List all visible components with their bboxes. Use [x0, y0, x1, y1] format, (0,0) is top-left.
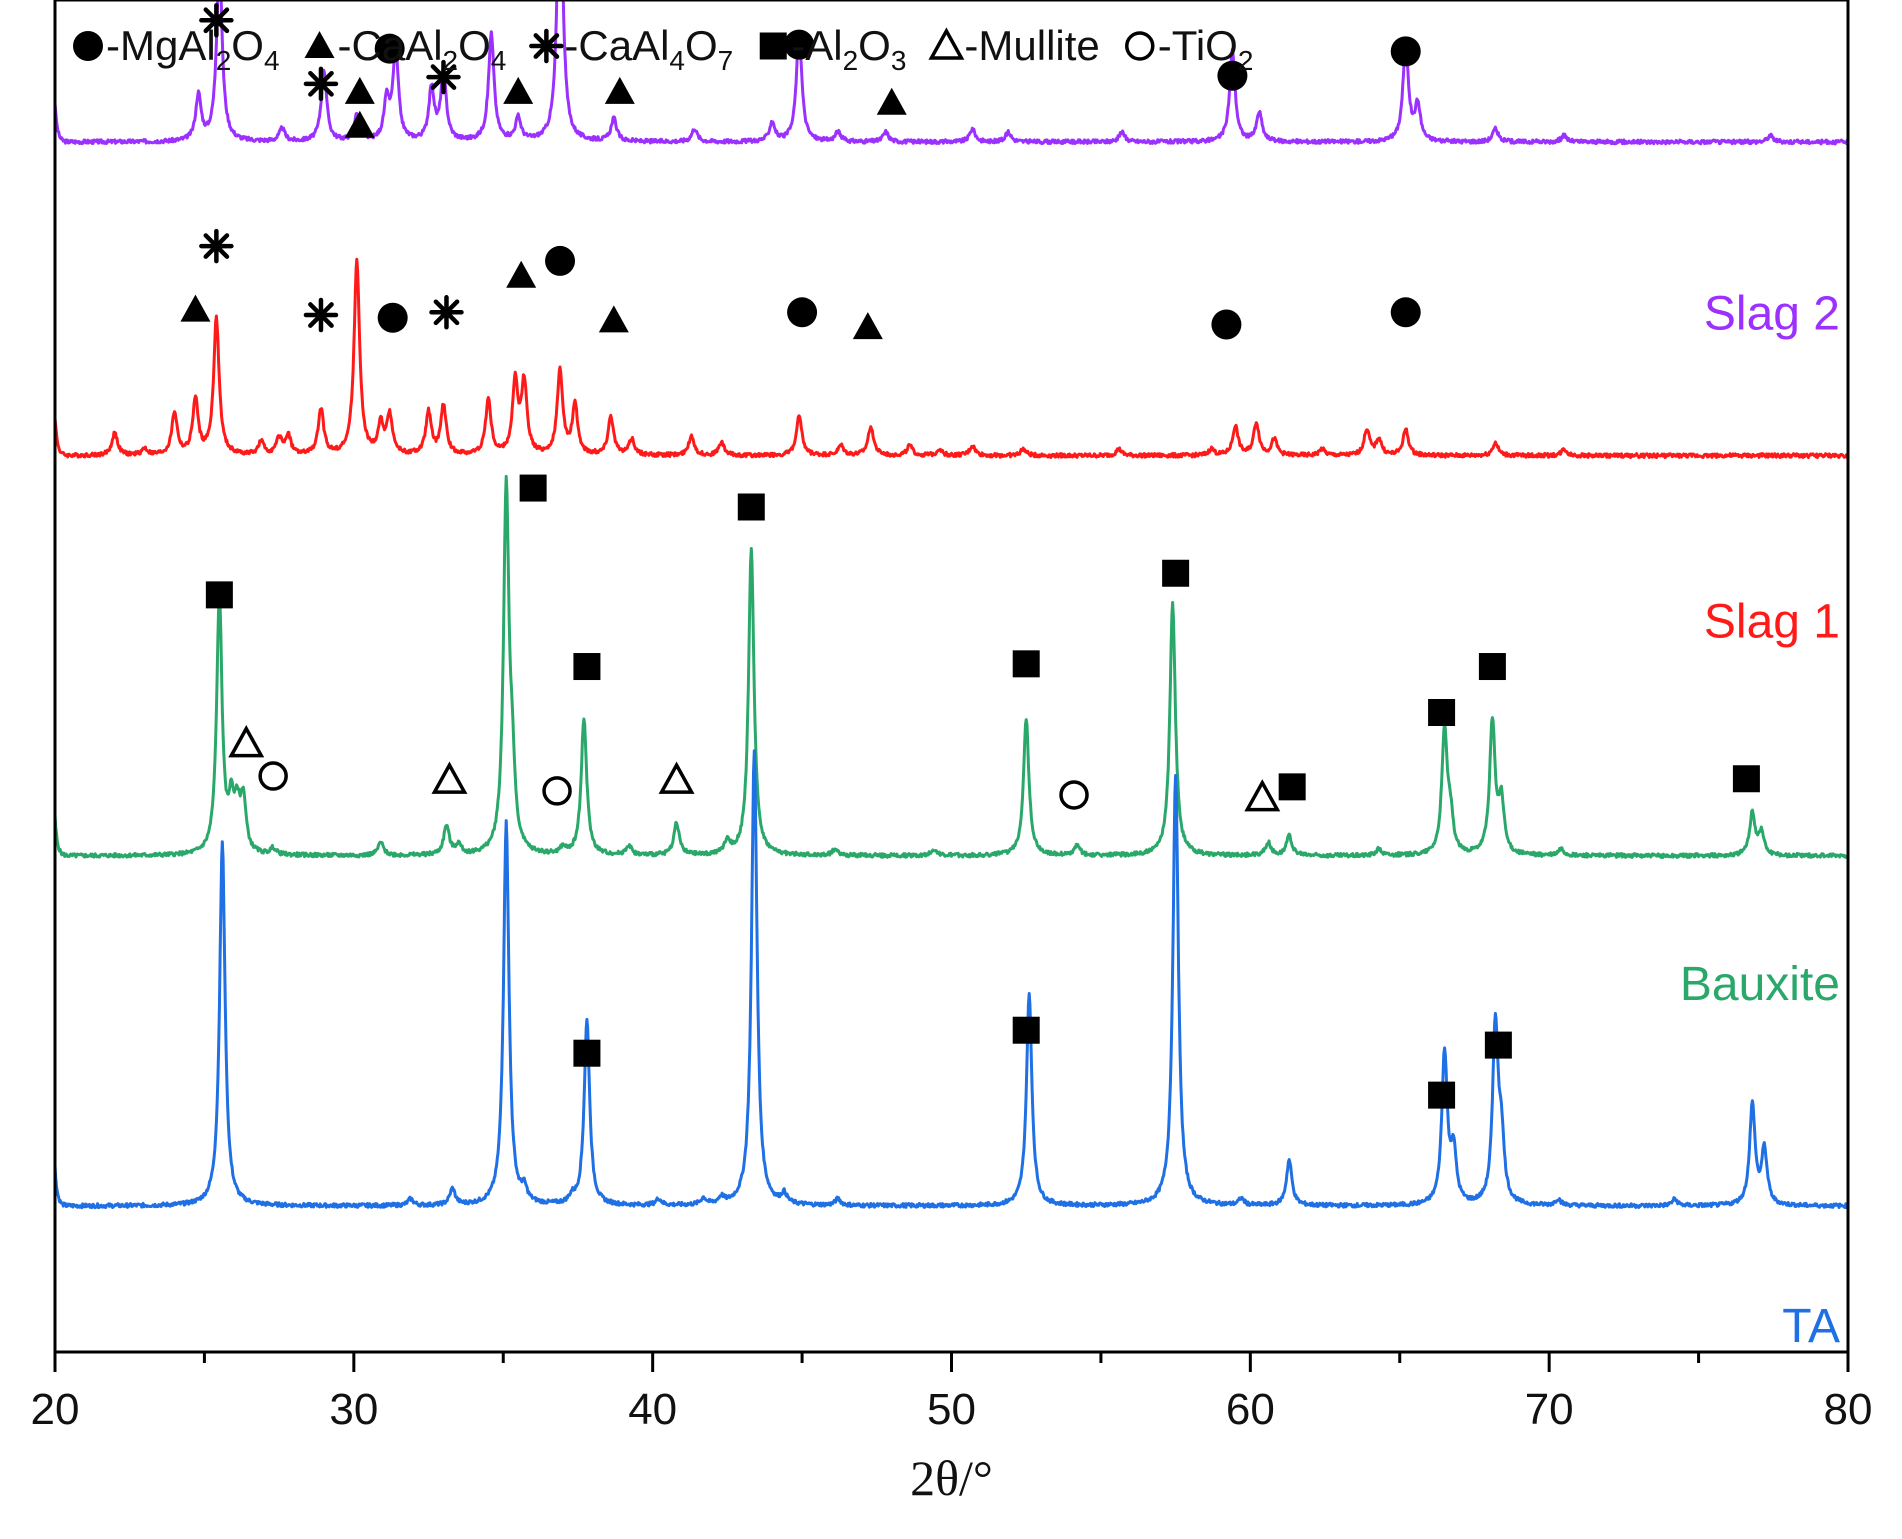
- phase-marker-asterisk: [199, 228, 234, 264]
- phase-marker-filled-square: [1428, 699, 1456, 727]
- phase-marker-filled-circle: [1211, 309, 1242, 340]
- phase-marker-filled-square: [1428, 1081, 1456, 1109]
- series-label-slag-1: Slag 1: [1704, 596, 1840, 649]
- phase-marker-filled-square: [1012, 1016, 1040, 1044]
- phase-marker-filled-triangle: [503, 76, 534, 104]
- legend-entry: -TiO2: [1125, 22, 1254, 76]
- phase-marker-filled-circle: [1217, 60, 1248, 91]
- legend-label: -Mullite: [964, 22, 1099, 69]
- legend-entry: -CaAl2O4: [304, 22, 507, 76]
- series-labels: Slag 2 Slag 1 Bauxite TA: [1680, 287, 1840, 1353]
- phase-marker-filled-triangle: [876, 87, 907, 115]
- x-tick-label: 60: [1226, 1385, 1275, 1434]
- phase-marker-filled-square: [1278, 773, 1306, 801]
- phase-marker-filled-circle: [374, 33, 405, 64]
- phase-marker-filled-square: [1484, 1031, 1512, 1059]
- legend-label: -Al2O3: [791, 22, 906, 76]
- legend-entry: -Mullite: [928, 22, 1100, 69]
- phase-marker-filled-circle: [377, 302, 408, 333]
- legend-filled-triangle-icon: [304, 31, 335, 58]
- phase-marker-filled-circle: [1390, 36, 1421, 67]
- legend-label: -CaAl4O7: [564, 22, 733, 76]
- legend-filled-square-icon: [759, 32, 787, 60]
- phase-marker-filled-square: [1478, 653, 1506, 681]
- phase-marker-filled-triangle: [344, 110, 375, 138]
- x-tick-label: 80: [1824, 1385, 1873, 1434]
- phase-marker-asterisk: [426, 59, 461, 95]
- phase-marker-asterisk: [199, 3, 234, 38]
- phase-marker-open-circle: [542, 776, 572, 806]
- phase-marker-filled-circle: [545, 245, 576, 276]
- phase-marker-filled-triangle: [344, 76, 375, 104]
- x-tick-label: 50: [927, 1385, 976, 1434]
- phase-marker-filled-triangle: [506, 260, 537, 288]
- legend-open-circle-icon: [1125, 31, 1155, 61]
- phase-marker-filled-square: [573, 1039, 601, 1067]
- phase-marker-asterisk: [429, 295, 464, 330]
- phase-marker-filled-circle: [784, 29, 815, 60]
- phase-marker-filled-square: [519, 474, 547, 502]
- plot-frame: [53, 0, 1850, 1354]
- phase-marker-filled-square: [1162, 559, 1190, 587]
- phase-marker-filled-square: [1732, 765, 1760, 793]
- phase-marker-open-circle: [258, 761, 288, 791]
- legend-entry: -CaAl4O7: [529, 22, 733, 76]
- phase-marker-open-triangle: [431, 761, 468, 794]
- phase-marker-filled-triangle: [598, 305, 629, 333]
- phase-marker-filled-square: [573, 653, 601, 681]
- series-line-ta: [53, 749, 1850, 1210]
- x-tick-label: 20: [31, 1385, 80, 1434]
- x-tick-label: 70: [1525, 1385, 1574, 1434]
- series-label-bauxite: Bauxite: [1680, 958, 1840, 1011]
- legend-label: -CaAl2O4: [338, 22, 507, 76]
- phase-marker-open-triangle: [1244, 779, 1281, 812]
- series-line-slag-2: [53, 0, 1849, 146]
- phase-marker-filled-triangle: [604, 76, 635, 104]
- phase-marker-filled-circle: [1390, 297, 1421, 328]
- phase-marker-filled-circle: [787, 297, 818, 328]
- legend-entry: -Al2O3: [759, 22, 906, 76]
- series-line-bauxite: [53, 474, 1849, 859]
- phase-marker-filled-square: [737, 493, 765, 521]
- phase-markers: [180, 3, 1760, 1109]
- legend-open-triangle-icon: [928, 27, 965, 60]
- legend-filled-circle-icon: [73, 31, 103, 61]
- phase-marker-open-triangle: [228, 724, 265, 758]
- phase-marker-asterisk: [303, 66, 339, 102]
- phase-marker-filled-triangle: [852, 312, 883, 340]
- x-axis-title: 2θ/°: [910, 1450, 993, 1506]
- legend-label: -TiO2: [1158, 22, 1254, 76]
- legend-asterisk-icon: [529, 28, 564, 64]
- legend-label: -MgAl2O4: [106, 22, 280, 76]
- series-layer: [53, 0, 1850, 1210]
- x-axis: 20 30 40 50 60 70 80: [31, 1352, 1873, 1434]
- phase-marker-filled-square: [205, 581, 233, 609]
- phase-marker-filled-square: [1012, 650, 1040, 678]
- series-line-slag-1: [53, 257, 1850, 459]
- legend: -MgAl2O4 -CaAl2O4 -CaAl4O7 -Al2O3 -Mullite -T…: [73, 22, 1253, 76]
- x-tick-label: 30: [329, 1385, 378, 1434]
- phase-marker-open-circle: [1059, 780, 1089, 810]
- x-tick-label: 40: [628, 1385, 677, 1434]
- series-label-slag-2: Slag 2: [1704, 287, 1840, 340]
- series-label-ta: TA: [1782, 1300, 1840, 1353]
- phase-marker-asterisk: [303, 297, 339, 333]
- phase-marker-open-triangle: [658, 761, 695, 794]
- phase-marker-filled-triangle: [180, 294, 211, 322]
- legend-entry: -MgAl2O4: [73, 22, 280, 76]
